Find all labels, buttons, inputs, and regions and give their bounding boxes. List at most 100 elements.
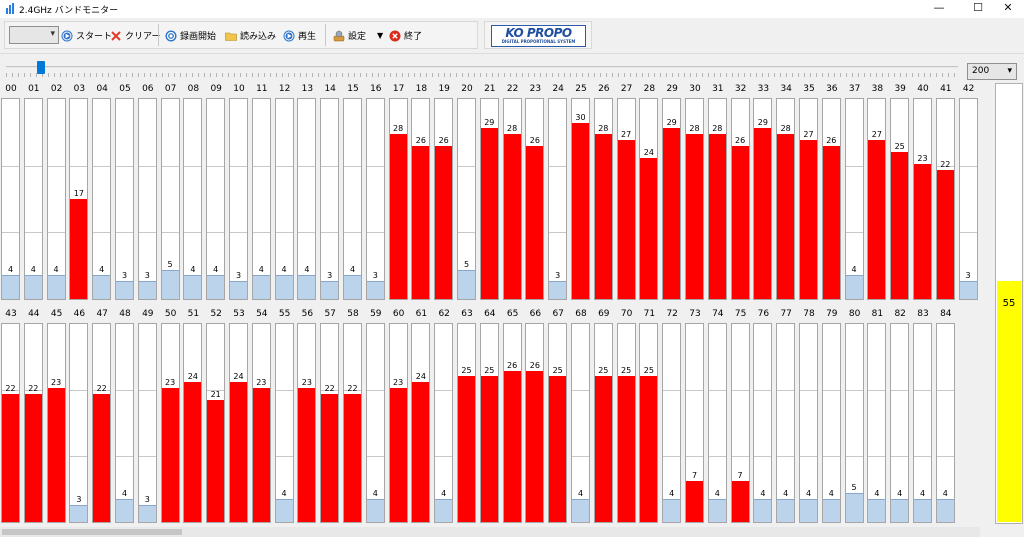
source-combo[interactable]: ▾ [9,26,59,44]
channel-bar-frame: 22 [320,323,340,523]
minimize-button[interactable]: — [933,1,945,14]
channel-level-value: 25 [643,366,654,375]
channel-bar-frame: 4 [935,323,955,523]
channel-level-bar [754,499,772,522]
channel-level-bar [914,164,931,299]
channel-bar-frame: 4 [343,98,362,300]
channel-80: 80 5 [844,307,866,525]
channel-bar-frame: 4 [206,98,226,300]
toolbar-separator [325,24,326,46]
channel-number: 26 [598,84,610,94]
start-button[interactable]: スタート [61,27,112,44]
channel-level-bar [389,388,407,522]
gridline [572,456,589,457]
channel-level-value: 4 [213,265,219,274]
slider-thumb[interactable] [37,61,45,74]
gridline [959,166,977,167]
exit-button[interactable]: 終了 [389,27,422,44]
channel-number: 82 [894,309,906,319]
ko-propo-logo: KO PROPO DIGITAL PROPORTIONAL SYSTEM [491,25,586,47]
clear-button[interactable]: クリアー [110,27,160,44]
horizontal-scrollbar[interactable] [0,527,980,537]
slider-track[interactable] [6,66,958,68]
channel-number: 11 [256,84,268,94]
channel-level-bar [389,134,407,299]
channel-34: 34 28 [775,82,797,302]
channel-level-bar [275,275,293,299]
channel-32: 32 26 [730,82,752,302]
channel-bar-frame: 7 [685,323,704,523]
level-meter-value: 55 [1002,298,1016,309]
channel-17: 17 28 [388,82,410,302]
play-circle-icon [283,30,295,41]
channel-number: 63 [461,309,473,319]
channel-74: 74 4 [707,307,729,525]
channel-level-bar [526,146,544,299]
channel-bar-frame: 4 [662,323,682,523]
channel-level-bar [617,140,635,299]
gridline [936,456,954,457]
channel-level-bar [640,376,658,522]
channel-bar-frame: 26 [730,98,750,300]
channel-23: 23 26 [524,82,546,302]
gridline [845,456,863,457]
channel-level-value: 25 [552,366,563,375]
channel-number: 75 [734,309,747,319]
channel-level-bar [868,499,886,522]
channel-bar-frame: 4 [434,323,454,523]
channel-55: 55 4 [274,307,296,525]
channel-level-value: 24 [643,148,654,157]
gridline [230,166,247,167]
channel-81: 81 4 [866,307,888,525]
channel-76: 76 4 [752,307,774,525]
load-button[interactable]: 読み込み [225,27,276,44]
channel-level-value: 5 [851,483,857,492]
timeline-slider[interactable] [0,55,1024,80]
channel-00: 00 4 [0,82,22,302]
channel-number: 60 [392,309,405,319]
channel-level-bar [93,275,111,299]
gridline [275,390,293,391]
gridline [845,232,863,233]
channel-bar-frame: 22 [92,323,112,523]
channel-level-value: 4 [190,265,196,274]
channel-30: 30 28 [684,82,706,302]
channel-level-value: 28 [780,124,791,133]
channel-level-bar [663,499,681,522]
channel-level-value: 23 [301,378,312,387]
close-window-button[interactable]: ✕ [1003,1,1013,14]
settings-dropdown-arrow-icon[interactable]: ▼ [377,31,384,40]
channel-bar-frame: 3 [69,323,89,523]
settings-button[interactable]: 設定 ▼ [333,27,383,44]
channel-number: 53 [233,309,245,319]
channel-level-value: 3 [235,271,242,280]
record-button[interactable]: 録画開始 [165,27,216,44]
gridline [70,456,88,457]
channel-number: 06 [142,84,154,94]
channel-level-bar [503,134,521,299]
channel-number: 03 [73,84,86,94]
channel-level-bar [2,394,19,522]
channel-14: 14 3 [319,82,341,302]
channel-bar-frame: 4 [776,323,796,523]
channel-number: 47 [96,309,108,319]
range-select[interactable]: 200 ▾ [967,63,1017,80]
channel-level-bar [70,505,88,522]
channel-72: 72 4 [661,307,683,525]
slider-ticks [6,73,958,77]
channel-71: 71 25 [638,307,660,525]
channel-number: 33 [757,84,770,94]
maximize-button[interactable]: ☐ [973,1,983,14]
channel-level-value: 26 [529,136,540,145]
scrollbar-thumb[interactable] [2,529,182,535]
gridline [252,232,270,233]
channel-level-bar [321,281,339,299]
channel-69: 69 25 [593,307,615,525]
channel-number: 02 [50,84,63,94]
channel-number: 25 [575,84,587,94]
gridline [822,390,840,391]
channel-number: 67 [552,309,564,319]
play-button[interactable]: 再生 [283,27,316,44]
channel-35: 35 27 [798,82,820,302]
channel-number: 05 [119,84,131,94]
